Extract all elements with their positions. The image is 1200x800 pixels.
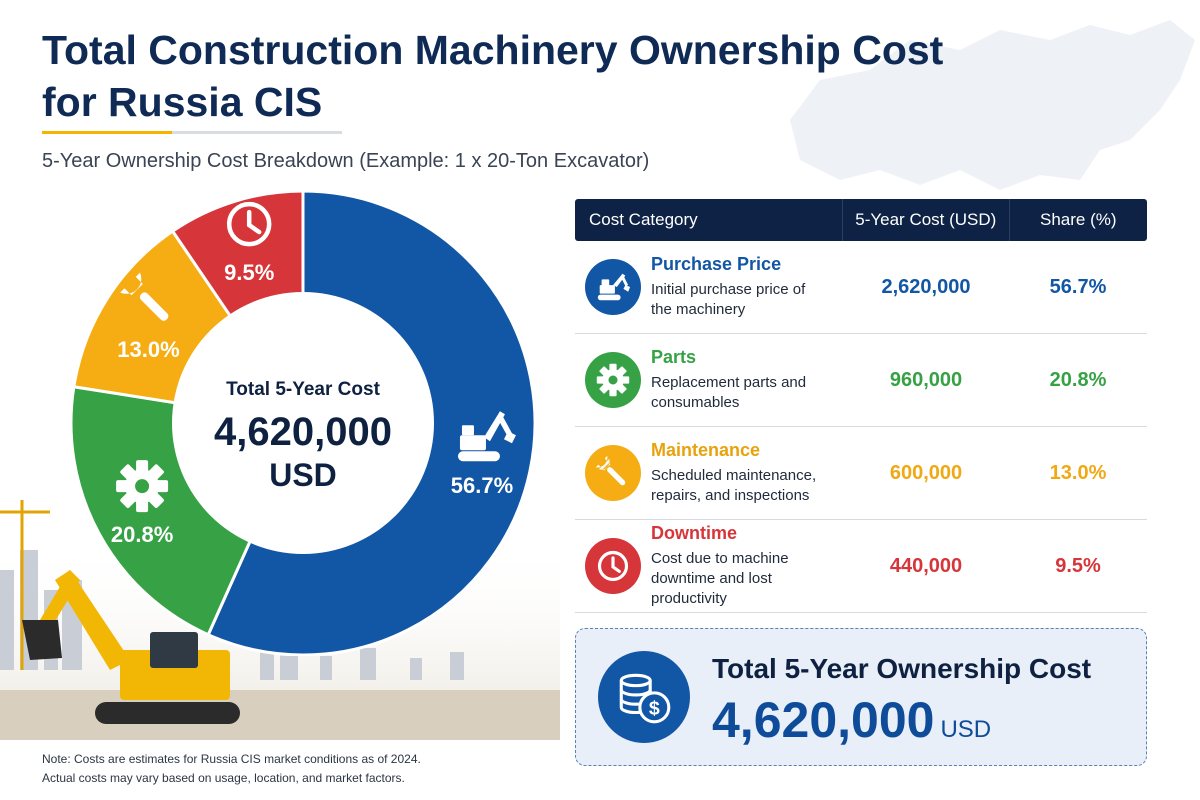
total-value: 4,620,000	[712, 692, 935, 748]
donut-center-value: 4,620,000	[214, 410, 392, 454]
excavator-icon	[585, 259, 641, 315]
footnote: Note: Costs are estimates for Russia CIS…	[42, 750, 421, 788]
row-description-line-2: repairs, and inspections	[651, 487, 810, 504]
total-value-line: 4,620,000 USD	[712, 691, 991, 749]
cost-table: Cost Category 5-Year Cost (USD) Share (%…	[575, 199, 1147, 613]
row-description-line-2: the machinery	[651, 301, 746, 318]
footnote-line-2: Actual costs may vary based on usage, lo…	[42, 771, 405, 785]
row-description-line-1: Replacement parts and	[651, 374, 807, 391]
row-description-line-1: Initial purchase price of	[651, 281, 806, 298]
row-share: 9.5%	[1055, 554, 1101, 577]
row-name: Downtime	[651, 523, 738, 543]
row-cost: 600,000	[889, 461, 963, 484]
footnote-line-1: Note: Costs are estimates for Russia CIS…	[42, 752, 421, 766]
page-title: Total Construction Machinery Ownership C…	[42, 27, 944, 125]
row-share: 20.8%	[1049, 368, 1107, 391]
table-header: Cost Category 5-Year Cost (USD) Share (%…	[575, 199, 1147, 241]
header-five-year-cost: 5-Year Cost (USD)	[842, 199, 1008, 241]
row-name: Purchase Price	[651, 254, 782, 274]
slice-label-purchase-price: 56.7%	[451, 473, 513, 498]
row-description-line-1: Cost due to machine	[651, 550, 789, 567]
row-cost: 2,620,000	[881, 275, 971, 298]
row-name: Parts	[651, 347, 697, 367]
excavator-icon	[457, 411, 516, 462]
total-ownership-cost-box: $ Total 5-Year Ownership Cost 4,620,000 U…	[575, 628, 1147, 766]
row-cost: 960,000	[889, 368, 963, 391]
page-subtitle: 5-Year Ownership Cost Breakdown (Example…	[42, 150, 650, 172]
table-row-purchase-price: Purchase Price Initial purchase price of…	[575, 241, 1147, 334]
row-share: 56.7%	[1049, 275, 1107, 298]
donut-center-label: Total 5-Year Cost	[226, 379, 380, 400]
slice-label-downtime: 9.5%	[224, 260, 274, 285]
total-unit: USD	[940, 716, 992, 743]
donut-center-unit: USD	[269, 457, 337, 493]
title-underline	[42, 131, 342, 134]
clock-icon	[226, 201, 272, 247]
table-row-downtime: Downtime Cost due to machine downtime an…	[575, 520, 1147, 613]
slice-label-maintenance: 13.0%	[117, 337, 179, 362]
row-share: 13.0%	[1049, 461, 1107, 484]
total-label: Total 5-Year Ownership Cost	[712, 653, 1092, 684]
donut-center	[172, 292, 434, 554]
clock-icon	[585, 538, 641, 594]
gear-icon	[116, 460, 169, 513]
header-cost-category: Cost Category	[589, 210, 698, 229]
row-description-line-2: consumables	[651, 394, 740, 411]
row-cost: 440,000	[889, 554, 963, 577]
slice-label-parts: 20.8%	[111, 522, 173, 547]
map-silhouette	[790, 20, 1195, 190]
wrench-icon	[585, 445, 641, 501]
table-row-parts: Parts Replacement parts and consumables …	[575, 334, 1147, 427]
table-row-maintenance: Maintenance Scheduled maintenance, repai…	[575, 427, 1147, 520]
coins-icon: $	[598, 651, 690, 743]
header-share: Share (%)	[1008, 199, 1148, 241]
row-description-line-2: downtime and lost productivity	[651, 570, 772, 607]
row-name: Maintenance	[651, 440, 761, 460]
gear-icon	[585, 352, 641, 408]
row-description-line-1: Scheduled maintenance,	[651, 467, 817, 484]
cost-donut-chart: Total 5-Year Cost 4,620,000 USD 56.7% 20.…	[70, 190, 536, 656]
svg-text:$: $	[649, 698, 660, 720]
